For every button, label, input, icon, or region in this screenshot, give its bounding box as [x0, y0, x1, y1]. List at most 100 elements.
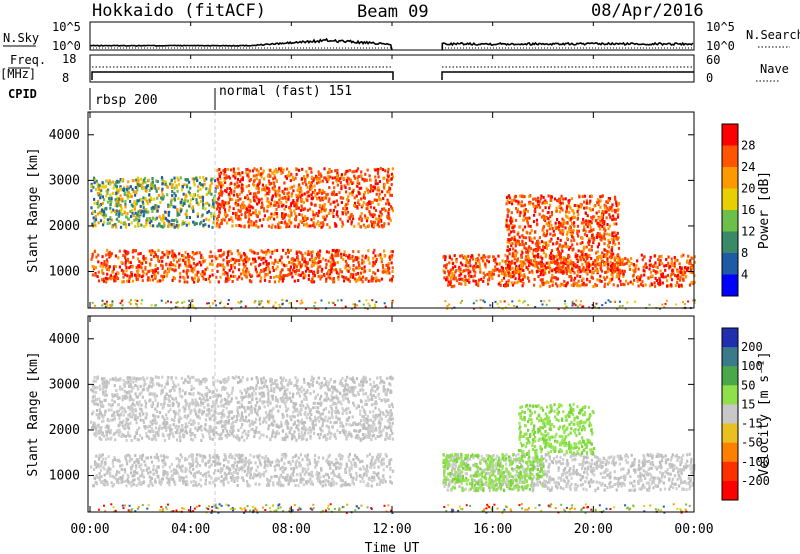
- data-cell: [200, 220, 203, 224]
- data-cell: [619, 269, 622, 273]
- noise-cell: [155, 304, 158, 307]
- data-cell: [317, 251, 320, 255]
- data-cell: [517, 279, 520, 283]
- data-cell: [145, 208, 148, 212]
- data-cell: [288, 215, 291, 219]
- data-cell: [238, 217, 241, 221]
- freq-frame: [89, 54, 695, 83]
- data-cell: [93, 265, 96, 269]
- data-cell: [294, 202, 297, 206]
- data-cell: [606, 201, 609, 204]
- data-cell: [109, 274, 112, 278]
- data-cell: [196, 251, 199, 255]
- data-cell: [666, 284, 669, 288]
- data-cell: [507, 279, 510, 283]
- data-cell: [123, 211, 126, 215]
- data-cell: [497, 282, 500, 286]
- noise-cell: [300, 299, 303, 302]
- data-cell: [280, 167, 283, 171]
- data-cell: [184, 250, 187, 254]
- data-cell: [331, 181, 335, 185]
- data-cell: [689, 262, 692, 266]
- data-cell: [225, 277, 228, 281]
- data-cell: [535, 270, 539, 273]
- data-cell: [376, 198, 379, 202]
- data-cell: [266, 457, 269, 461]
- data-cell: [271, 186, 274, 190]
- data-cell: [691, 280, 694, 284]
- data-cell: [679, 278, 682, 282]
- data-cell: [313, 263, 316, 267]
- data-cell: [111, 225, 114, 229]
- data-cell: [113, 455, 116, 459]
- data-cell: [459, 254, 462, 258]
- data-cell: [106, 480, 109, 484]
- data-cell: [331, 257, 334, 261]
- data-cell: [576, 204, 579, 207]
- data-cell: [560, 258, 563, 261]
- data-cell: [346, 277, 349, 281]
- data-cell: [480, 277, 483, 281]
- data-cell: [112, 267, 115, 271]
- data-cell: [559, 197, 562, 201]
- data-cell: [297, 484, 300, 488]
- data-cell: [339, 268, 342, 271]
- data-cell: [186, 178, 189, 182]
- data-cell: [248, 212, 251, 216]
- data-cell: [376, 482, 379, 486]
- data-cell: [369, 462, 372, 465]
- data-cell: [178, 252, 181, 256]
- data-cell: [233, 457, 236, 461]
- data-cell: [248, 458, 251, 462]
- data-cell: [170, 186, 174, 189]
- data-cell: [443, 276, 446, 280]
- data-cell: [271, 266, 274, 269]
- data-cell: [600, 256, 603, 260]
- noise-cell: [513, 305, 516, 307]
- data-cell: [632, 263, 635, 267]
- data-cell: [590, 257, 593, 260]
- data-cell: [582, 248, 585, 252]
- data-cell: [248, 189, 251, 193]
- data-cell: [310, 193, 313, 197]
- data-cell: [173, 253, 176, 257]
- data-cell: [251, 250, 254, 254]
- data-cell: [353, 204, 356, 208]
- data-cell: [357, 256, 360, 260]
- data-cell: [514, 241, 517, 245]
- data-cell: [123, 249, 126, 253]
- data-cell: [572, 236, 575, 240]
- data-cell: [224, 168, 227, 171]
- data-cell: [606, 243, 610, 247]
- data-cell: [244, 260, 248, 264]
- data-cell: [278, 167, 281, 171]
- data-cell: [558, 210, 561, 214]
- data-cell: [99, 196, 102, 200]
- data-cell: [562, 270, 565, 274]
- data-cell: [342, 275, 345, 279]
- data-cell: [252, 260, 255, 264]
- data-cell: [474, 279, 477, 283]
- data-cell: [265, 459, 268, 463]
- data-cell: [343, 184, 346, 188]
- noise-cell: [391, 299, 394, 302]
- data-cell: [280, 221, 283, 224]
- data-cell: [245, 275, 248, 279]
- data-cell: [368, 452, 371, 456]
- data-cell: [120, 481, 123, 485]
- data-cell: [547, 217, 550, 221]
- data-cell: [564, 221, 567, 225]
- noise-cell: [258, 300, 261, 303]
- noise-cell: [215, 304, 217, 307]
- data-cell: [253, 251, 256, 255]
- data-cell: [319, 198, 322, 202]
- data-cell: [133, 207, 136, 211]
- data-cell: [607, 263, 610, 266]
- data-cell: [581, 283, 584, 287]
- data-cell: [561, 221, 564, 225]
- data-cell: [101, 453, 104, 457]
- data-cell: [321, 204, 324, 208]
- data-cell: [444, 258, 447, 262]
- data-cell: [148, 249, 151, 253]
- data-cell: [361, 204, 364, 208]
